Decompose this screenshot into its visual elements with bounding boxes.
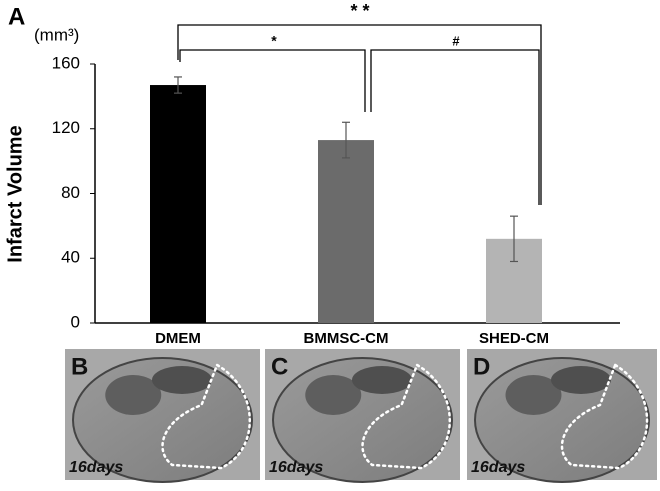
y-tick-label: 160	[52, 53, 80, 72]
error-bar	[510, 215, 518, 263]
unit-label: (mm³)	[34, 25, 79, 44]
significance-label: #	[452, 33, 460, 48]
lesion-outline	[361, 363, 451, 470]
error-bar	[174, 76, 182, 94]
slice-region	[152, 366, 212, 394]
bar	[318, 140, 374, 323]
image-panels: B 16days C 16days D 16days	[65, 349, 657, 483]
panel-label: C	[271, 353, 288, 380]
y-axis-label: Infarct Volume	[4, 125, 26, 262]
panel-caption: 16days	[471, 459, 525, 476]
error-bar	[342, 121, 350, 159]
brain-slice: B 16days	[65, 349, 260, 483]
panel-caption: 16days	[69, 459, 123, 476]
slice-region	[105, 375, 162, 415]
x-tick-label: BMMSC-CM	[304, 330, 389, 347]
slice-region	[551, 366, 611, 394]
y-tick-label: 40	[61, 248, 80, 267]
y-tick-label: 80	[61, 183, 80, 202]
significance-label: *	[271, 33, 277, 49]
lesion-outline	[560, 363, 649, 470]
significance-label: * *	[350, 1, 369, 21]
brain-slice: D 16days	[467, 349, 657, 483]
panel-label: D	[473, 353, 490, 380]
lesion-outline	[161, 363, 251, 470]
x-tick-label: SHED-CM	[479, 330, 549, 347]
brain-slice: C 16days	[265, 349, 460, 483]
panel-label: A	[8, 3, 25, 30]
slice-region	[352, 366, 412, 394]
y-tick-label: 120	[52, 118, 80, 137]
x-tick-label: DMEM	[155, 330, 201, 347]
slice-region	[305, 375, 362, 415]
slice-region	[505, 375, 562, 415]
y-tick-label: 0	[71, 312, 80, 331]
panel-label: B	[71, 353, 88, 380]
significance-brackets	[177, 24, 542, 205]
panel-caption: 16days	[269, 459, 323, 476]
bar	[150, 85, 206, 323]
